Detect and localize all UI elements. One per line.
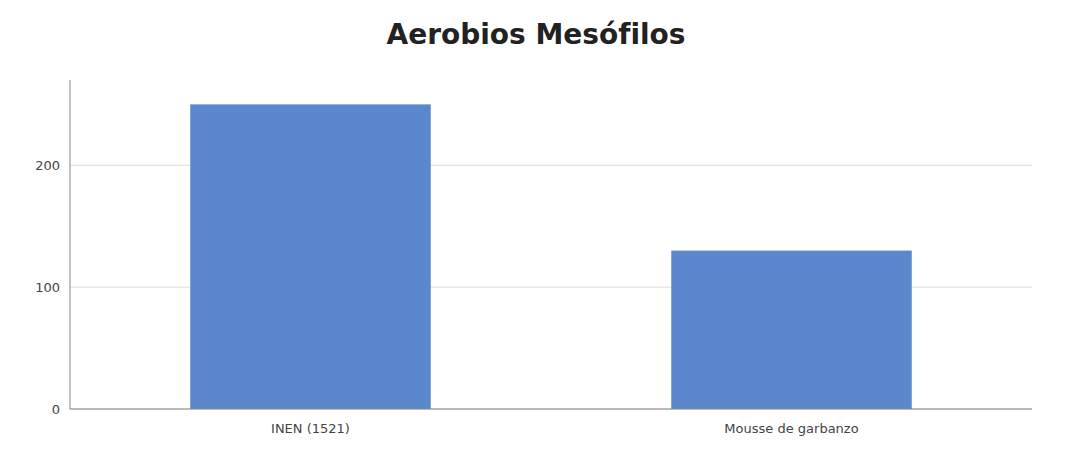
- y-axis: 0 100 200: [35, 80, 1032, 417]
- chart-container: Aerobios Mesófilos 0 100 200 INEN (1521) Mous…: [0, 0, 1072, 459]
- x-tick-label: INEN (1521): [271, 421, 350, 436]
- y-tick-label: 200: [35, 158, 60, 173]
- y-tick-label: 100: [35, 280, 60, 295]
- bar: [671, 251, 912, 409]
- x-axis: INEN (1521) Mousse de garbanzo: [70, 409, 1032, 436]
- y-axis-line: [70, 80, 71, 409]
- grid-line: [70, 409, 1032, 410]
- title: Aerobios Mesófilos: [386, 18, 685, 51]
- y-tick-label: 0: [52, 402, 60, 417]
- bars: [190, 104, 912, 409]
- x-axis-line: [70, 409, 1032, 410]
- bar: [190, 104, 431, 409]
- x-tick-label: Mousse de garbanzo: [724, 421, 858, 436]
- chart-svg: Aerobios Mesófilos 0 100 200 INEN (1521) Mous…: [0, 0, 1072, 459]
